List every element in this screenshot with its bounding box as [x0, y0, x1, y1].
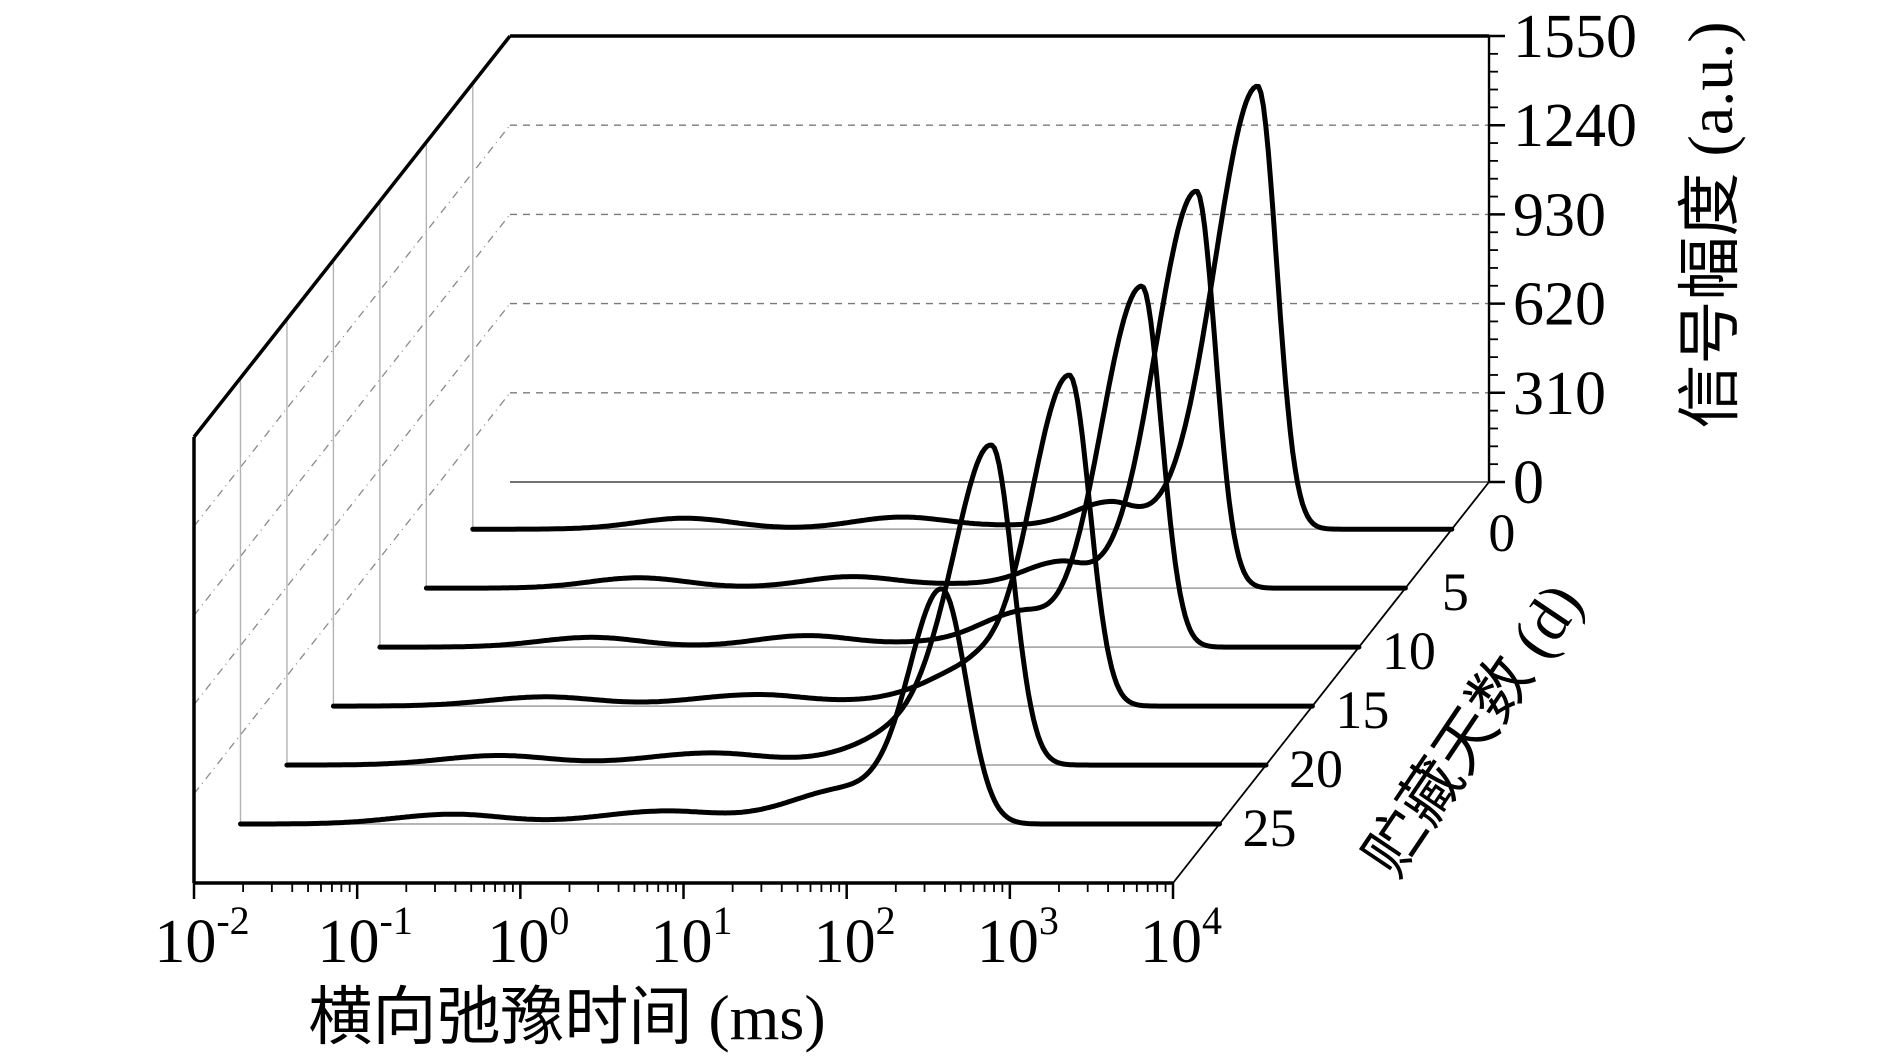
z-axis-title: 信号幅度 (a.u.)	[1675, 21, 1746, 429]
depth-axis-line	[1172, 481, 1490, 884]
depth-tick-label: 20	[1289, 739, 1343, 799]
x-tick-label: 103	[977, 898, 1059, 976]
x-tick-label: 10-1	[318, 898, 413, 976]
depth-tick-label: 0	[1488, 503, 1515, 563]
x-tick-label: 104	[1140, 898, 1222, 976]
curve-day-0	[470, 83, 1455, 532]
left-wall-gridline	[193, 303, 511, 706]
x-tick-label: 100	[487, 898, 569, 976]
left-top-edge	[192, 34, 512, 439]
x-axis-title: 横向弛豫时间 (ms)	[308, 982, 826, 1053]
z-tick-label: 0	[1513, 449, 1544, 517]
z-tick-label: 620	[1513, 271, 1606, 339]
depth-tick-label: 5	[1442, 562, 1469, 622]
z-tick-label: 1550	[1513, 3, 1637, 71]
left-wall-gridline	[193, 392, 511, 795]
z-tick-label: 310	[1513, 360, 1606, 428]
z-tick-label: 930	[1513, 181, 1606, 249]
x-tick-label: 10-2	[154, 898, 249, 976]
curve-day-5	[423, 188, 1408, 591]
left-wall-gridline	[193, 124, 511, 527]
curve-day-15	[330, 372, 1315, 709]
depth-tick-label: 10	[1382, 621, 1436, 681]
curve-day-20	[284, 442, 1269, 768]
x-tick-label: 101	[651, 898, 733, 976]
x-tick-label: 102	[814, 898, 896, 976]
depth-tick-label: 25	[1242, 798, 1296, 858]
curve-day-10	[377, 283, 1362, 650]
depth-tick-label: 15	[1335, 680, 1389, 740]
left-wall-gridline	[193, 214, 511, 616]
z-tick-label: 1240	[1513, 92, 1637, 160]
curve-day-25	[238, 586, 1222, 827]
